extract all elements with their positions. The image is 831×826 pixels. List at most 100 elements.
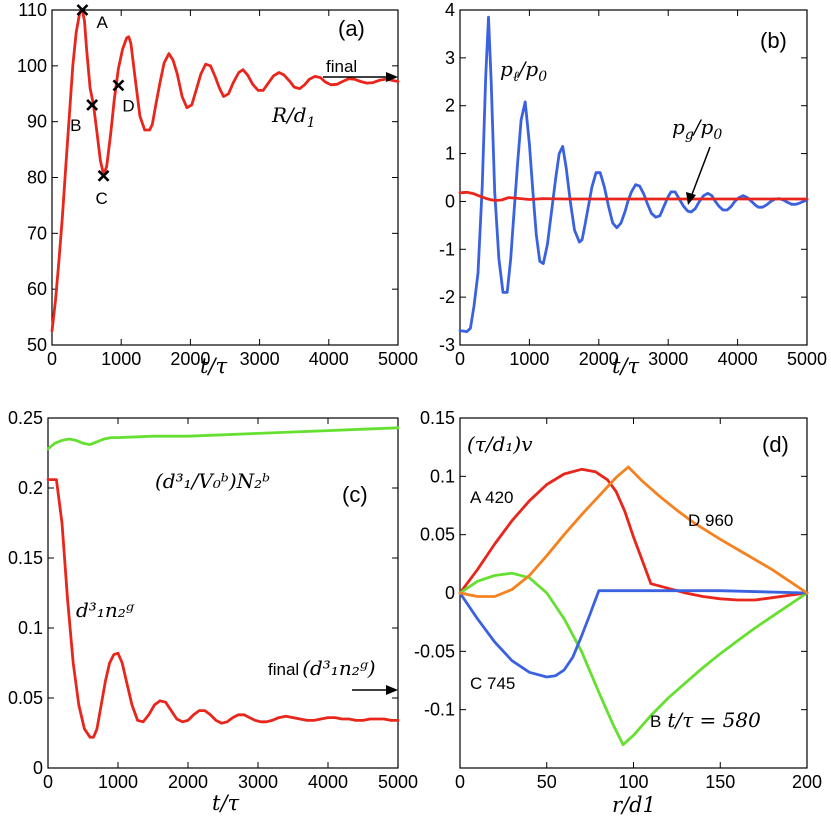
panel-d-ytick-label: 0: [445, 583, 455, 603]
marker-label-a: A: [96, 13, 108, 32]
panel-d-series: [458, 465, 809, 747]
marker-b: [86, 98, 99, 111]
panel-c-series-2: [46, 478, 400, 739]
marker-a: [76, 4, 89, 16]
panel-b: 0 1000 2000 3000 4000 5000 -3 -2 -1 0 1 2 3 4 (b) pℓ/…: [439, 0, 827, 378]
panel-b-pl-label: pℓ/p0: [500, 57, 547, 85]
panel-d-ytick-label: 0.1: [430, 466, 455, 486]
panel-b-xtick-label: 0: [455, 349, 465, 369]
panel-b-ytick-label: -2: [439, 287, 455, 307]
panel-b-series-2: [458, 190, 809, 202]
panel-a-ytick-label: 100: [17, 56, 47, 76]
panel-a-ticks: 0 1000 2000 3000 4000 5000 50 60 70 80 90 100 110: [17, 0, 418, 369]
panel-a-xtick-label: 0: [47, 349, 57, 369]
panel-c-ticks: 0 1000 2000 3000 4000 5000 0 0.05 0.1 0.15 0.2 0.25: [8, 408, 418, 792]
panel-d-ytick-label: -0.1: [424, 700, 455, 720]
panel-d-xtick-label: 100: [618, 772, 648, 792]
panel-a-ytick-label: 110: [18, 0, 47, 20]
curve-label-a: A 420: [470, 488, 514, 507]
panel-c-xlabel: t/τ: [212, 791, 240, 815]
panel-b-xtick-label: 3000: [648, 349, 688, 369]
panel-c-series-1: [46, 426, 400, 451]
panel-d: 0 50 100 150 200 -0.1 -0.05 0 0.05 0.1 0.15 (d) (τ…: [414, 408, 822, 817]
panel-d-ticks: 0 50 100 150 200 -0.1 -0.05 0 0.05 0.1 0.15: [414, 408, 822, 792]
panel-a-markers: A B C D: [70, 4, 135, 208]
panel-a-ytick-label: 80: [27, 168, 47, 188]
panel-b-ytick-label: 3: [445, 48, 455, 68]
panel-d-ytick-label: 0.15: [420, 408, 455, 428]
marker-label-d: D: [122, 96, 134, 115]
panel-a-ytick-label: 50: [27, 335, 47, 355]
panel-b-pg-arrow: [686, 146, 711, 205]
panel-c-xtick-label: 5000: [378, 772, 418, 792]
panel-d-xtick-label: 0: [455, 772, 465, 792]
panel-c-ytick-label: 0.25: [8, 408, 43, 428]
marker-c: [97, 169, 110, 182]
panel-d-xtick-label: 150: [705, 772, 735, 792]
panel-a: 0 1000 2000 3000 4000 5000 50 60 70 80 90 100 110 A B…: [17, 0, 418, 378]
marker-d: [112, 79, 125, 92]
panel-a-label: (a): [338, 16, 365, 41]
panel-c-xtick-label: 2000: [168, 772, 208, 792]
panel-c-final-label: final (d³₁n₂ᵍ): [268, 656, 376, 680]
panel-b-xlabel: t/τ: [612, 354, 640, 378]
panel-c-frame: [47, 417, 399, 769]
panel-c-xtick-label: 3000: [238, 772, 278, 792]
panel-d-series-1: [458, 467, 809, 602]
panel-c-ytick-label: 0.05: [8, 688, 43, 708]
panel-a-series: [50, 8, 400, 333]
panel-a-final-label: final: [326, 57, 357, 76]
panel-b-ytick-label: 0: [445, 191, 455, 211]
panel-a-xlabel: t/τ: [200, 354, 228, 378]
curve-label-c: C 745: [470, 674, 515, 693]
marker-label-b: B: [70, 116, 81, 135]
panel-a-xtick-label: 1000: [101, 349, 141, 369]
panel-a-ytick-label: 90: [27, 112, 47, 132]
panel-b-ytick-label: -3: [439, 335, 455, 355]
panel-d-label: (d): [762, 432, 789, 457]
panel-b-ytick-label: -1: [439, 239, 455, 259]
panel-c-ytick-label: 0.15: [8, 548, 43, 568]
panel-a-xtick-label: 3000: [240, 349, 280, 369]
panel-d-series-4: [458, 465, 809, 598]
panel-d-xtick-label: 200: [792, 772, 822, 792]
panel-b-xtick-label: 5000: [787, 349, 827, 369]
panel-c-ytick-label: 0: [33, 758, 43, 778]
panel-a-xtick-label: 2000: [170, 349, 210, 369]
panel-b-series: [458, 15, 809, 334]
panel-a-ytick-label: 70: [27, 223, 47, 243]
panel-b-ticks: 0 1000 2000 3000 4000 5000 -3 -2 -1 0 1 2 3 4: [439, 0, 827, 369]
panel-d-series-2: [458, 571, 809, 747]
panel-c-xtick-label: 1000: [98, 772, 138, 792]
panel-c-final-arrow: [352, 685, 398, 695]
panel-d-xlabel: r/d1: [612, 793, 656, 817]
panel-c-red-label: d³₁n₂ᵍ: [76, 598, 135, 622]
panel-d-series-3: [458, 589, 809, 679]
panel-b-ytick-label: 2: [445, 96, 455, 116]
panel-a-xtick-label: 5000: [378, 349, 418, 369]
panel-c-label: (c): [342, 482, 368, 507]
panel-c-xtick-label: 4000: [308, 772, 348, 792]
panel-b-frame: [459, 9, 808, 346]
panel-a-ytick-label: 60: [27, 279, 47, 299]
panel-b-ytick-label: 1: [445, 144, 455, 164]
panel-d-ytick-label: -0.05: [414, 641, 455, 661]
curve-label-d: D 960: [688, 511, 733, 530]
panel-c-xtick-label: 0: [43, 772, 53, 792]
panel-c: 0 1000 2000 3000 4000 5000 0 0.05 0.1 0.15 0.2 0.25…: [8, 408, 418, 815]
panel-c-ytick-label: 0.1: [18, 618, 43, 638]
panel-b-pg-label: pg/p0: [672, 115, 722, 143]
panel-b-xtick-label: 2000: [579, 349, 619, 369]
panel-b-label: (b): [760, 28, 787, 53]
marker-label-c: C: [96, 189, 108, 208]
panel-a-series-label: R/d1: [271, 103, 316, 131]
panel-a-series-1: [50, 8, 400, 333]
panel-d-ylabel: (τ/d₁)v: [467, 432, 533, 456]
panel-a-final-arrow: [323, 72, 398, 82]
panel-a-xtick-label: 4000: [309, 349, 349, 369]
panel-b-xtick-label: 4000: [718, 349, 758, 369]
panel-b-ytick-label: 4: [445, 0, 455, 20]
panel-d-xtick-label: 50: [537, 772, 557, 792]
